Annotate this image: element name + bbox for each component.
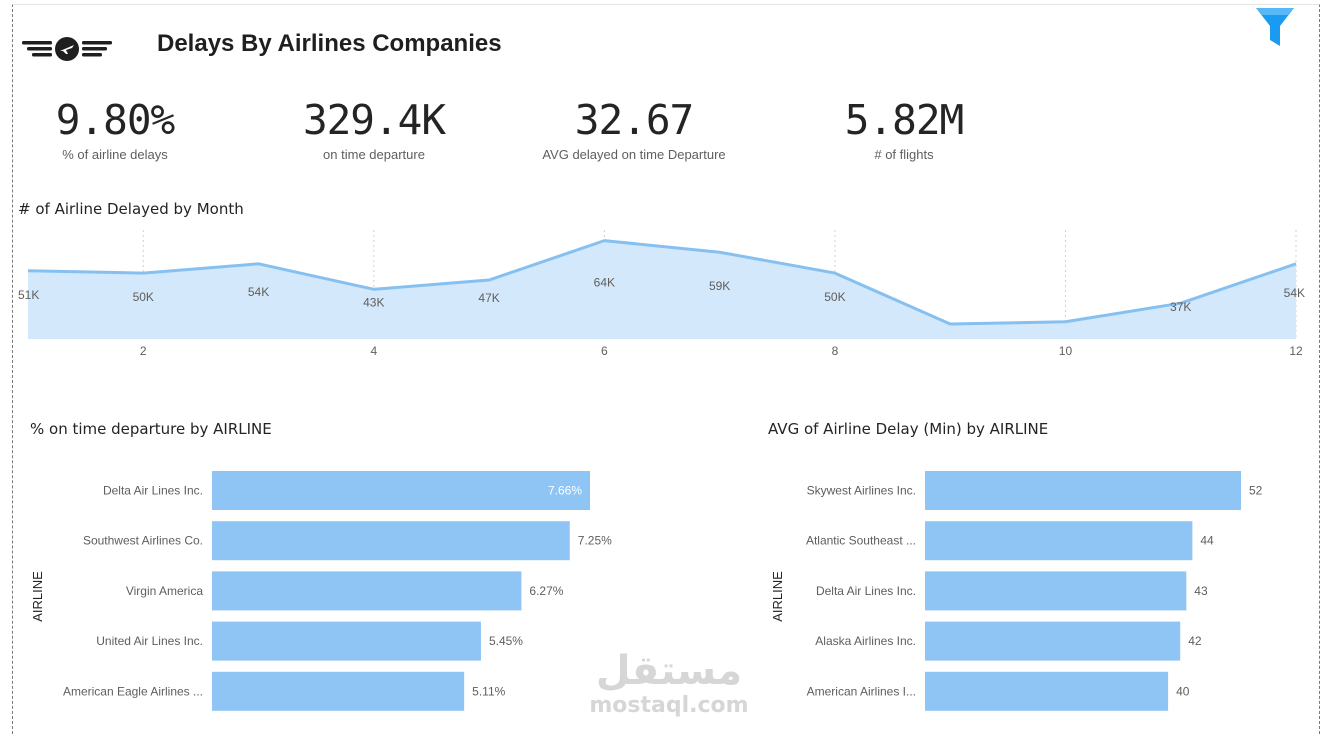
bar[interactable]: [212, 521, 570, 561]
bar[interactable]: [925, 571, 1187, 611]
area-data-label: 51K: [18, 288, 39, 302]
bar-category-label: Atlantic Southeast ...: [806, 534, 916, 548]
kpi-value: 329.4K: [302, 96, 446, 144]
bar-category-label: Delta Air Lines Inc.: [816, 584, 916, 598]
kpi-card-on-time-departure: 329.4K on time departure: [284, 92, 464, 162]
area-x-tick: 12: [1289, 344, 1303, 358]
kpi-card-avg-delayed: 32.67 AVG delayed on time Departure: [524, 92, 744, 162]
bar-data-label: 7.66%: [548, 484, 582, 498]
bar-data-label: 7.25%: [578, 534, 612, 548]
area-fill: [28, 240, 1296, 339]
bar-data-label: 52: [1249, 484, 1263, 498]
avg-delay-bar-chart[interactable]: AIRLINE Skywest Airlines Inc. 52 Atlantic S…: [740, 460, 1300, 725]
bar[interactable]: [925, 621, 1181, 661]
area-series-line: [27, 239, 1297, 326]
bar-data-label: 42: [1188, 634, 1202, 648]
bar[interactable]: [212, 471, 590, 510]
bar[interactable]: [212, 571, 522, 611]
bar-category-label: Skywest Airlines Inc.: [807, 484, 916, 498]
report-canvas: [12, 4, 1320, 734]
bar-category-label: American Airlines I...: [807, 684, 916, 698]
area-x-tick: 6: [601, 344, 608, 358]
area-chart-title: # of Airline Delayed by Month: [18, 200, 244, 218]
kpi-card-flights: 5.82M # of flights: [824, 92, 984, 162]
kpi-label: AVG delayed on time Departure: [542, 147, 726, 162]
bar-chart-avgdelay-title: AVG of Airline Delay (Min) by AIRLINE: [768, 420, 1049, 438]
bar-y-axis-title: AIRLINE: [30, 571, 45, 622]
bar[interactable]: [925, 471, 1241, 510]
kpi-value: 5.82M: [844, 96, 964, 144]
bar[interactable]: [212, 671, 465, 711]
bar-category-label: Delta Air Lines Inc.: [103, 484, 203, 498]
kpi-label: on time departure: [323, 147, 425, 162]
area-data-label: 54K: [1284, 286, 1305, 300]
page-title: Delays By Airlines Companies: [157, 30, 502, 57]
bar-data-label: 43: [1194, 584, 1208, 598]
airline-wings-logo-icon: [22, 37, 112, 61]
kpi-label: # of flights: [874, 147, 934, 162]
area-data-label: 54K: [248, 285, 269, 299]
area-x-tick: 2: [140, 344, 147, 358]
kpi-card-delay-pct: 9.80% % of airline delays: [40, 92, 190, 162]
watermark-latin: mostaql.com: [589, 693, 749, 718]
kpi-value: 32.67: [574, 96, 694, 144]
mostaql-watermark: مستقل mostaql.com: [584, 648, 754, 720]
area-data-label: 64K: [594, 276, 615, 290]
area-data-label: 37K: [1170, 300, 1191, 314]
area-data-label: 43K: [363, 295, 384, 309]
bar-data-label: 44: [1200, 534, 1214, 548]
bar-y-axis-title: AIRLINE: [770, 571, 785, 622]
bar[interactable]: [925, 671, 1169, 711]
bar-category-label: American Eagle Airlines ...: [63, 684, 203, 698]
area-data-label: 47K: [478, 291, 499, 305]
bar-chart-ontime-title: % on time departure by AIRLINE: [30, 420, 272, 438]
bar[interactable]: [925, 521, 1193, 561]
filter-funnel-icon[interactable]: [1254, 6, 1296, 50]
delays-by-month-chart[interactable]: 2 4 6 8 10 12 51K 50K 54K 43K 47K 64K 59K 50K 37K 54K: [0, 222, 1328, 367]
area-data-label: 59K: [709, 279, 730, 293]
bar-category-label: Alaska Airlines Inc.: [815, 634, 916, 648]
area-x-tick: 8: [832, 344, 839, 358]
bar[interactable]: [212, 621, 481, 661]
ontime-departure-bar-chart[interactable]: AIRLINE Delta Air Lines Inc. 7.66% Southwes…: [0, 460, 660, 725]
area-data-label: 50K: [133, 290, 154, 304]
area-x-tick: 4: [370, 344, 377, 358]
area-x-tick: 10: [1059, 344, 1073, 358]
bar-category-label: Southwest Airlines Co.: [83, 534, 203, 548]
bar-data-label: 5.45%: [489, 634, 523, 648]
bar-data-label: 6.27%: [529, 584, 563, 598]
bar-data-label: 40: [1176, 684, 1190, 698]
area-data-label: 50K: [824, 290, 845, 304]
kpi-value: 9.80%: [55, 96, 175, 144]
watermark-arabic: مستقل: [595, 648, 743, 694]
kpi-label: % of airline delays: [62, 147, 168, 162]
bar-category-label: United Air Lines Inc.: [96, 634, 203, 648]
bar-data-label: 5.11%: [472, 684, 505, 698]
bar-category-label: Virgin America: [126, 584, 203, 598]
